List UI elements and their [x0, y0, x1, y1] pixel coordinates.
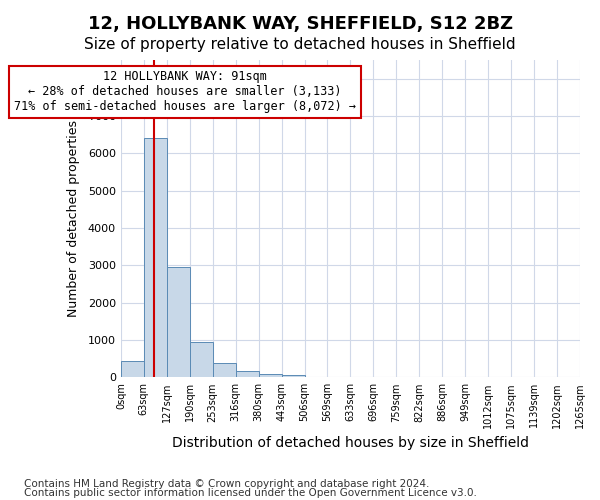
- Bar: [213, 363, 236, 378]
- Text: 12, HOLLYBANK WAY, SHEFFIELD, S12 2BZ: 12, HOLLYBANK WAY, SHEFFIELD, S12 2BZ: [88, 15, 512, 33]
- Bar: [236, 371, 259, 378]
- Bar: [281, 375, 305, 378]
- Bar: [121, 360, 144, 378]
- Bar: [190, 342, 213, 378]
- Bar: [167, 267, 190, 378]
- Text: 12 HOLLYBANK WAY: 91sqm
← 28% of detached houses are smaller (3,133)
71% of semi: 12 HOLLYBANK WAY: 91sqm ← 28% of detache…: [14, 70, 356, 113]
- Bar: [144, 138, 167, 378]
- Text: Size of property relative to detached houses in Sheffield: Size of property relative to detached ho…: [84, 38, 516, 52]
- Text: Contains HM Land Registry data © Crown copyright and database right 2024.: Contains HM Land Registry data © Crown c…: [24, 479, 430, 489]
- Y-axis label: Number of detached properties: Number of detached properties: [67, 120, 80, 317]
- Bar: [259, 374, 281, 378]
- Text: Contains public sector information licensed under the Open Government Licence v3: Contains public sector information licen…: [24, 488, 477, 498]
- X-axis label: Distribution of detached houses by size in Sheffield: Distribution of detached houses by size …: [172, 436, 529, 450]
